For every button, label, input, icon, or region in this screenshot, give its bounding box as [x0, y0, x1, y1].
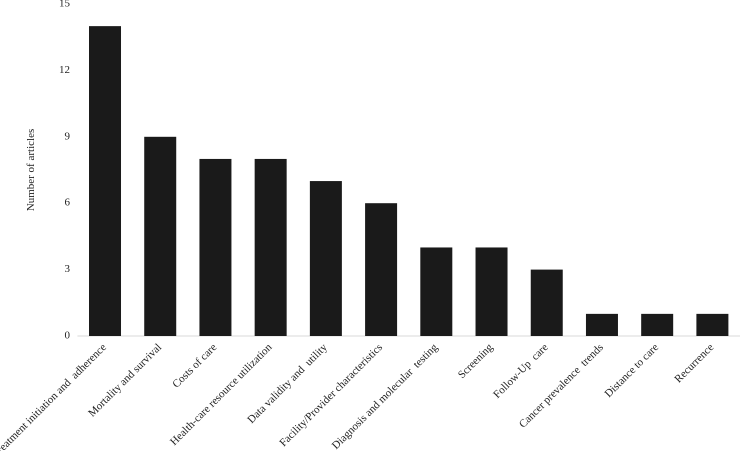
bar — [365, 203, 398, 336]
y-tick-label: 9 — [65, 130, 71, 142]
bar — [89, 26, 122, 337]
bar — [475, 247, 508, 336]
x-tick-label: Diagnosis and molecular testing — [330, 341, 441, 451]
x-tick-label: Follow-Up care — [491, 341, 551, 401]
bar — [144, 136, 177, 336]
x-tick-label: Recurrence — [672, 341, 716, 385]
y-axis-label: Number of articles — [25, 129, 37, 211]
x-tick-label: Distance to care — [602, 341, 661, 400]
bar — [641, 313, 674, 336]
bar — [309, 181, 342, 336]
y-tick-label: 12 — [59, 64, 70, 76]
bar — [199, 158, 232, 336]
x-tick-label: Health-care resource utilization — [168, 341, 275, 448]
y-tick-label: 6 — [65, 197, 71, 209]
y-tick-label: 3 — [65, 263, 71, 275]
x-tick-label: Treatment initiation and adherence — [0, 341, 109, 451]
bar — [530, 269, 563, 336]
bar — [254, 158, 287, 336]
bar — [585, 313, 618, 336]
y-tick-label: 0 — [65, 330, 71, 342]
x-tick-label: Screening — [456, 341, 496, 381]
y-tick-label: 15 — [59, 0, 71, 10]
x-tick-label: Facility/Provider characteristics — [277, 341, 385, 449]
bar — [696, 313, 729, 336]
bar — [420, 247, 453, 336]
x-tick-label: Costs of care — [170, 341, 219, 390]
